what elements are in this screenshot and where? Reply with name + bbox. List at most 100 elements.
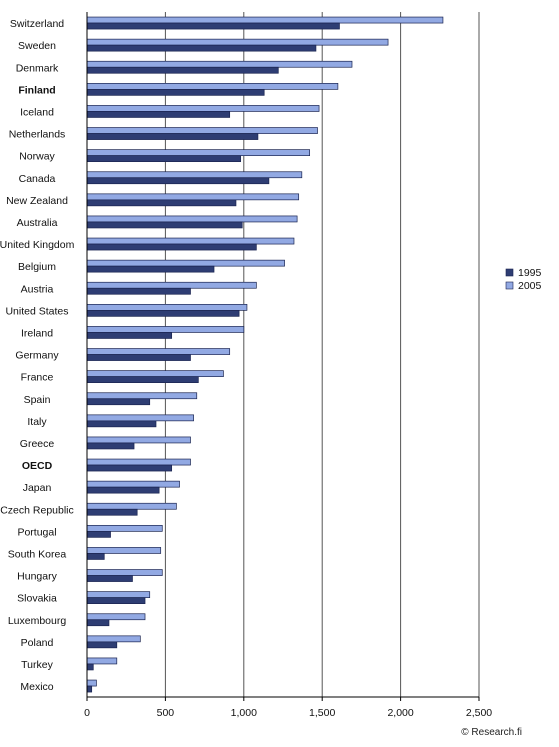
bar-1995	[86, 221, 243, 229]
bar-1995	[86, 597, 146, 605]
category-label: OECD	[22, 460, 53, 472]
gridlines	[164, 12, 480, 697]
category-label: Norway	[19, 151, 55, 163]
bar-1995	[86, 177, 270, 185]
bar-1995	[86, 22, 340, 30]
bar-2005	[86, 105, 320, 112]
bar-1995	[86, 553, 105, 560]
category-label: Japan	[23, 482, 52, 494]
bar-1995	[86, 243, 257, 251]
legend-swatch	[505, 281, 514, 290]
bar-1995	[86, 199, 237, 207]
category-label: Italy	[27, 416, 47, 428]
category-label: United Kingdom	[0, 239, 75, 251]
bars	[86, 16, 444, 693]
category-label: Iceland	[20, 106, 54, 118]
x-tick-label: 1,500	[309, 707, 335, 719]
bar-2005	[86, 480, 180, 488]
bar-2005	[86, 16, 444, 24]
category-label: Mexico	[20, 681, 53, 693]
bar-2005	[86, 326, 245, 333]
bar-2005	[86, 547, 162, 554]
bar-2005	[86, 591, 151, 599]
bar-2005	[86, 82, 339, 90]
category-label: Ireland	[21, 327, 53, 339]
category-label: Canada	[19, 173, 56, 185]
bar-2005	[86, 613, 146, 621]
legend-label: 1995	[518, 267, 542, 279]
bar-1995	[86, 663, 94, 671]
bar-1995	[86, 265, 215, 273]
bar-1995	[86, 133, 259, 140]
category-label: Denmark	[16, 62, 59, 74]
bar-2005	[86, 304, 248, 311]
category-label: Germany	[15, 350, 59, 362]
bar-1995	[86, 44, 317, 52]
bar-1995	[86, 398, 151, 406]
category-label: Poland	[21, 637, 54, 649]
bar-2005	[86, 149, 311, 156]
bar-1995	[86, 619, 110, 627]
bar-2005	[86, 458, 191, 466]
bar-2005	[86, 237, 295, 245]
category-label: South Korea	[8, 548, 67, 560]
x-tick-label: 0	[84, 707, 90, 719]
category-label: Portugal	[17, 526, 56, 538]
category-label: Spain	[24, 394, 51, 406]
x-tick-labels: 0 500 1,000 1,500 2,000 2,500	[84, 697, 492, 719]
category-label: Luxembourg	[8, 615, 67, 627]
bar-1995	[86, 287, 191, 295]
legend-swatch	[505, 268, 514, 277]
bar-2005	[86, 259, 285, 267]
bar-1995	[86, 464, 173, 472]
category-label: Australia	[17, 217, 58, 229]
category-label: Netherlands	[9, 129, 66, 141]
category-label: Finland	[18, 84, 55, 96]
category-label: Austria	[21, 283, 54, 295]
axes	[86, 12, 479, 698]
bar-2005	[86, 127, 318, 134]
bar-1995	[86, 508, 138, 516]
bar-2005	[86, 193, 300, 201]
bar-1995	[86, 685, 93, 693]
category-label: France	[21, 372, 54, 384]
bar-1995	[86, 530, 111, 538]
category-labels: Switzerland Sweden Denmark Finland Iceland Ne…	[0, 18, 75, 693]
bar-2005	[86, 524, 163, 532]
category-label: Turkey	[21, 659, 53, 671]
category-label: New Zealand	[6, 195, 68, 207]
bar-2005	[86, 657, 118, 665]
bar-1995	[86, 332, 173, 339]
category-label: Sweden	[18, 40, 56, 52]
bar-1995	[86, 376, 199, 383]
bar-2005	[86, 281, 257, 289]
x-tick-label: 2,000	[387, 707, 413, 719]
category-label: Slovakia	[17, 593, 57, 605]
bar-2005	[86, 436, 191, 444]
bar-2005	[86, 679, 97, 687]
bar-2005	[86, 38, 389, 46]
bar-1995	[86, 641, 118, 649]
bar-1995	[86, 310, 240, 317]
category-label: Czech Republic	[0, 504, 74, 516]
bar-1995	[86, 354, 191, 361]
bar-1995	[86, 88, 265, 96]
credit-text: © Research.fi	[461, 727, 522, 738]
bar-1995	[86, 442, 135, 450]
bar-1995	[86, 155, 242, 162]
bar-2005	[86, 635, 141, 643]
bar-2005	[86, 215, 298, 223]
bar-2005	[86, 502, 177, 510]
x-tick-label: 500	[157, 707, 175, 719]
x-tick-label: 2,500	[466, 707, 492, 719]
category-label: Hungary	[17, 571, 57, 583]
bar-2005	[86, 171, 303, 179]
bar-1995	[86, 420, 157, 428]
category-label: United States	[5, 305, 68, 317]
bar-1995	[86, 111, 231, 118]
bar-2005	[86, 60, 353, 68]
bar-2005	[86, 370, 224, 377]
bar-1995	[86, 486, 160, 494]
